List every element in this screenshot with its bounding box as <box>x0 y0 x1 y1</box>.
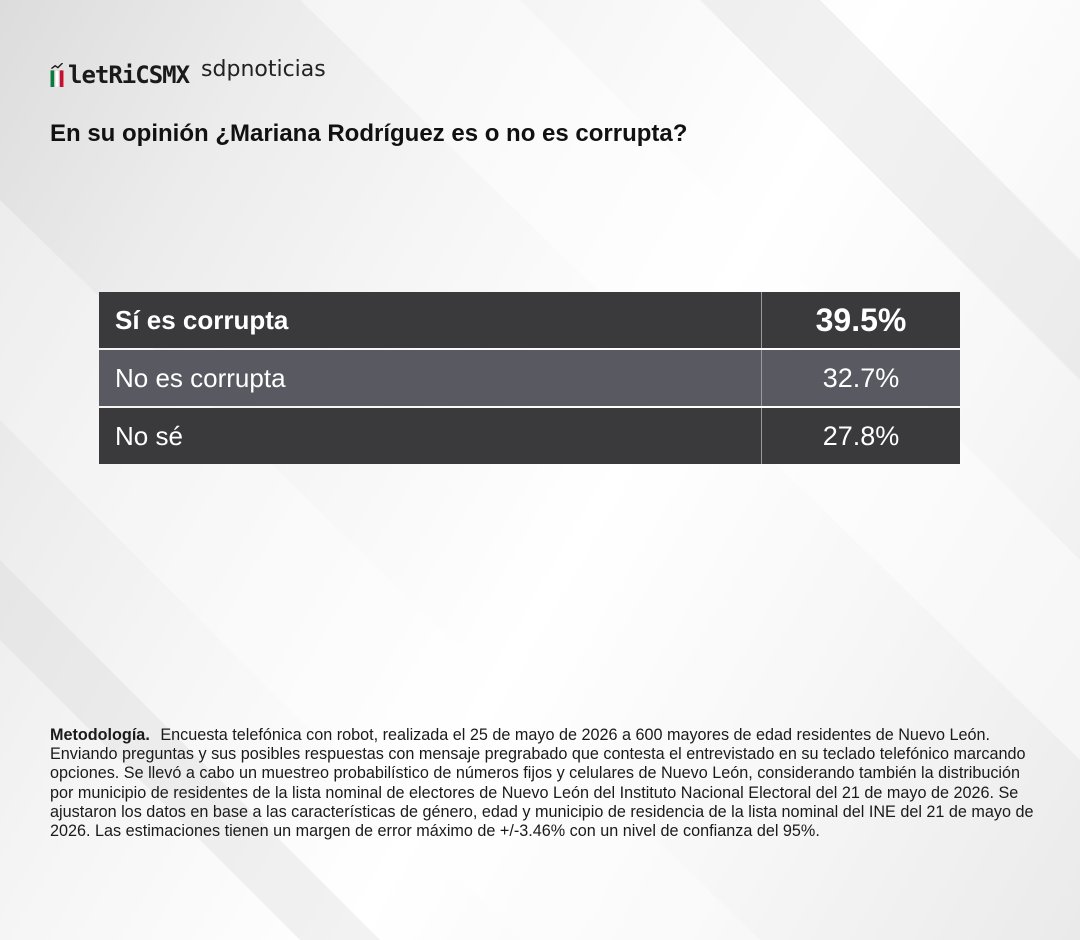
results-table: Sí es corrupta 39.5% No es corrupta 32.7… <box>99 292 960 464</box>
metricsmx-logo: letRiCSMX <box>50 53 190 89</box>
partner-brand: sdpnoticias <box>201 57 326 82</box>
flag-green <box>50 70 55 87</box>
logo-text: letRiCSMX <box>68 61 190 89</box>
methodology-note: Metodología. Encuesta telefónica con rob… <box>50 726 1040 841</box>
result-label: Sí es corrupta <box>99 292 762 348</box>
result-row: Sí es corrupta 39.5% <box>99 292 960 348</box>
methodology-text: Encuesta telefónica con robot, realizada… <box>50 726 1034 841</box>
result-value: 27.8% <box>822 420 900 451</box>
flag-red <box>59 70 64 87</box>
result-row: No es corrupta 32.7% <box>99 350 960 406</box>
mexican-flag-icon <box>50 63 64 87</box>
header: letRiCSMX sdpnoticias <box>50 50 326 90</box>
result-label: No sé <box>99 408 762 464</box>
trend-arrow <box>51 63 64 70</box>
result-label: No es corrupta <box>99 350 762 406</box>
methodology-title: Metodología. <box>50 726 150 744</box>
result-row: No sé 27.8% <box>99 408 960 464</box>
flag-white <box>54 70 60 87</box>
chart-title: En su opinión ¿Mariana Rodríguez es o no… <box>50 120 688 147</box>
result-value: 32.7% <box>822 362 900 393</box>
result-value: 39.5% <box>815 301 907 338</box>
